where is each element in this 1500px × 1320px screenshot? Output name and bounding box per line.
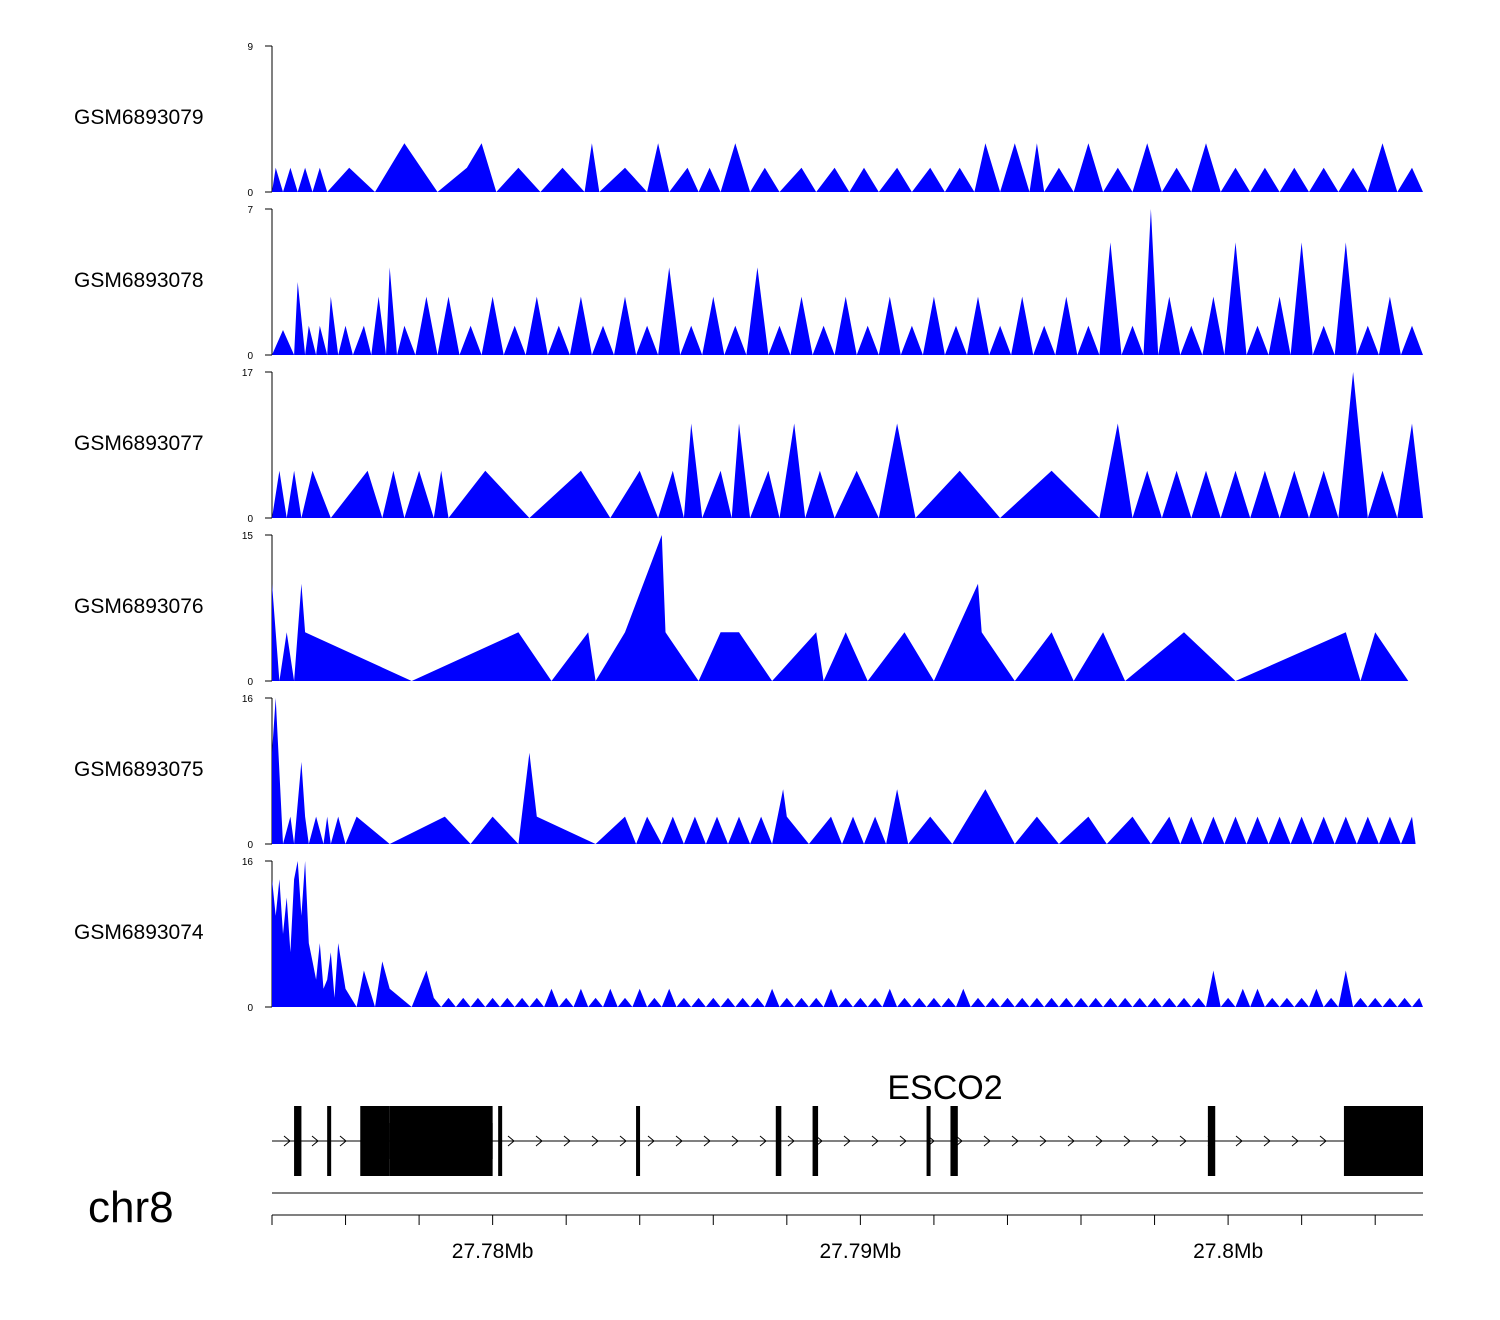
- track-ymax-label: 7: [247, 205, 253, 216]
- strand-arrow: [1095, 1135, 1103, 1147]
- chromosome-label: chr8: [88, 1183, 174, 1232]
- strand-arrow: [955, 1135, 963, 1147]
- track-ymin-label: 0: [247, 514, 253, 525]
- strand-arrow: [591, 1135, 599, 1147]
- strand-arrow: [283, 1135, 291, 1147]
- strand-arrow: [731, 1135, 739, 1147]
- strand-arrow: [507, 1135, 515, 1147]
- gene-exon: [775, 1106, 782, 1176]
- track-ymin-label: 0: [247, 1003, 253, 1014]
- track-ymax-label: 17: [242, 368, 254, 379]
- gene-exon: [926, 1106, 931, 1176]
- track-ymax-label: 15: [242, 531, 254, 542]
- track-label: GSM6893077: [74, 432, 204, 455]
- gene-exon: [1207, 1106, 1216, 1176]
- track-ymax-label: 16: [242, 857, 254, 868]
- coverage-area: [272, 535, 1409, 681]
- gene-exon: [360, 1106, 390, 1176]
- track-GSM6893077: GSM6893077 17 0: [74, 368, 1423, 525]
- gene-exon: [294, 1106, 302, 1176]
- strand-arrow: [535, 1135, 543, 1147]
- strand-arrow: [1123, 1135, 1131, 1147]
- strand-arrow: [1039, 1135, 1047, 1147]
- genomic-axis: 27.78Mb 27.79Mb 27.8Mb: [271, 1192, 1423, 1263]
- strand-arrow: [311, 1135, 319, 1147]
- coverage-area: [272, 209, 1423, 355]
- gene-exon: [327, 1106, 332, 1176]
- strand-arrow: [843, 1135, 851, 1147]
- track-GSM6893074: GSM6893074 16 0: [74, 857, 1423, 1014]
- strand-arrow: [1291, 1135, 1299, 1147]
- gene-exon: [498, 1106, 503, 1176]
- axis-tick-label: 27.78Mb: [452, 1240, 534, 1263]
- coverage-area: [272, 143, 1423, 192]
- gene-annotation-track: ESCO2: [272, 1069, 1423, 1176]
- strand-arrow: [1235, 1135, 1243, 1147]
- track-label: GSM6893074: [74, 921, 204, 944]
- strand-arrow: [675, 1135, 683, 1147]
- coverage-tracks: GSM689307990GSM689307870GSM6893077170GSM…: [74, 42, 1423, 1014]
- track-GSM6893078: GSM6893078 7 0: [74, 205, 1423, 362]
- strand-arrow: [1319, 1135, 1327, 1147]
- gene-name-label: ESCO2: [887, 1069, 1002, 1107]
- strand-arrow: [563, 1135, 571, 1147]
- strand-arrow: [619, 1135, 627, 1147]
- gene-exon: [950, 1106, 958, 1176]
- track-label: GSM6893076: [74, 595, 204, 618]
- strand-arrow: [787, 1135, 795, 1147]
- track-GSM6893075: GSM6893075 16 0: [74, 694, 1416, 851]
- gene-cds-block: [389, 1123, 493, 1159]
- strand-arrow: [899, 1135, 907, 1147]
- coverage-area: [272, 861, 1423, 1007]
- strand-arrow: [1263, 1135, 1271, 1147]
- strand-arrow: [703, 1135, 711, 1147]
- strand-arrow: [1011, 1135, 1019, 1147]
- track-ymin-label: 0: [247, 840, 253, 851]
- track-GSM6893076: GSM6893076 15 0: [74, 531, 1409, 688]
- strand-arrow: [983, 1135, 991, 1147]
- strand-arrow: [759, 1135, 767, 1147]
- coverage-area: [272, 698, 1416, 844]
- gene-exon: [812, 1106, 819, 1176]
- gene-cds-block: [1345, 1123, 1423, 1159]
- track-label: GSM6893079: [74, 106, 204, 129]
- track-ymin-label: 0: [247, 677, 253, 688]
- coverage-area: [272, 372, 1423, 518]
- track-label: GSM6893075: [74, 758, 204, 781]
- track-GSM6893079: GSM6893079 9 0: [74, 42, 1423, 199]
- strand-arrow: [339, 1135, 347, 1147]
- track-ymin-label: 0: [247, 351, 253, 362]
- strand-arrow: [647, 1135, 655, 1147]
- track-label: GSM6893078: [74, 269, 204, 292]
- axis-tick-label: 27.8Mb: [1193, 1240, 1263, 1263]
- strand-arrow: [1151, 1135, 1159, 1147]
- strand-arrow: [871, 1135, 879, 1147]
- track-ymax-label: 9: [247, 42, 253, 53]
- gene-exon: [636, 1106, 641, 1176]
- track-ymax-label: 16: [242, 694, 254, 705]
- axis-tick-label: 27.79Mb: [820, 1240, 902, 1263]
- strand-arrow: [1179, 1135, 1187, 1147]
- track-ymin-label: 0: [247, 188, 253, 199]
- strand-arrow: [1067, 1135, 1075, 1147]
